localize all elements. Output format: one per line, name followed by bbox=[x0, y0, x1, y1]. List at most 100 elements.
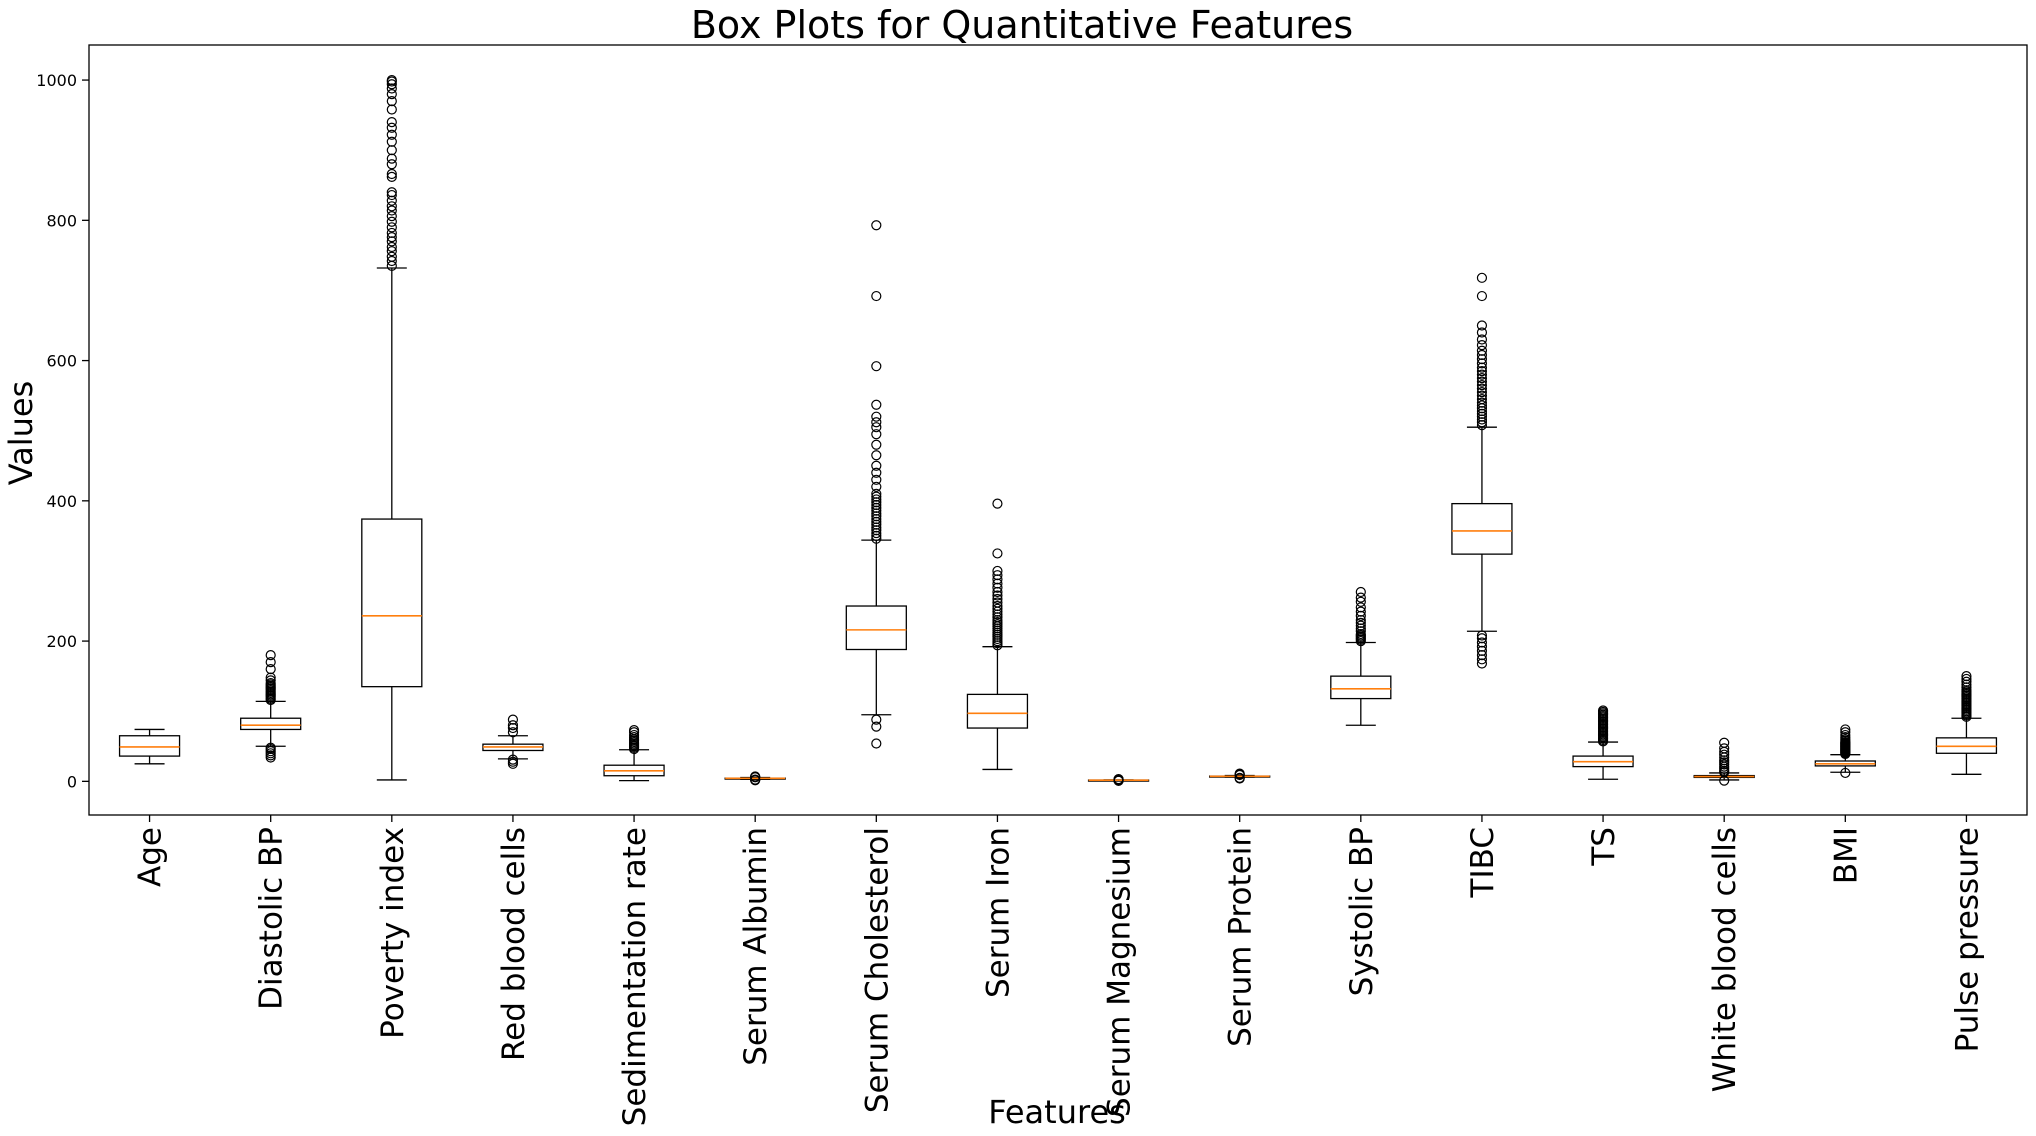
iqr-box bbox=[361, 518, 423, 688]
outlier-point bbox=[871, 399, 882, 410]
outlier-point bbox=[386, 189, 397, 201]
outlier-point bbox=[386, 255, 397, 267]
outlier-point bbox=[386, 241, 397, 253]
iqr-box bbox=[240, 717, 302, 731]
outlier-point bbox=[386, 136, 397, 147]
box-group: Red blood cells bbox=[482, 714, 544, 1061]
y-tick-label: 1000 bbox=[36, 71, 77, 90]
outlier-point bbox=[1961, 671, 1972, 682]
outlier-point bbox=[386, 246, 397, 257]
chart-title: Box Plots for Quantitative Features bbox=[691, 3, 1353, 47]
outlier-point bbox=[992, 593, 1003, 605]
outlier-point bbox=[386, 232, 397, 243]
plot-area: 0 200 400 600 800 1000 Age Diastolic BP Poverty … bbox=[36, 71, 1998, 1126]
outlier-point bbox=[1234, 768, 1245, 779]
outlier-point bbox=[1840, 724, 1851, 735]
outlier-point bbox=[386, 79, 397, 90]
outlier-point bbox=[1476, 397, 1488, 408]
y-tick-label: 200 bbox=[46, 632, 77, 651]
outlier-point bbox=[1719, 743, 1730, 754]
x-tick-label: Serum Protein bbox=[1223, 827, 1259, 1047]
outlier-point bbox=[1840, 767, 1851, 779]
outlier-point bbox=[1476, 383, 1488, 394]
outlier-point bbox=[1355, 602, 1366, 613]
outlier-point bbox=[871, 738, 882, 749]
outlier-point bbox=[386, 88, 397, 100]
outlier-point bbox=[992, 597, 1003, 608]
outlier-point bbox=[507, 754, 519, 765]
outlier-point bbox=[1476, 369, 1488, 380]
outlier-point bbox=[1113, 773, 1124, 785]
outlier-point bbox=[1355, 617, 1366, 628]
x-tick-label: White blood cells bbox=[1707, 827, 1743, 1092]
outlier-point bbox=[265, 657, 276, 668]
iqr-box bbox=[118, 735, 181, 757]
outlier-point bbox=[871, 417, 882, 428]
outlier-point bbox=[871, 429, 882, 440]
outlier-point bbox=[1476, 380, 1488, 391]
x-tick-label: Serum Magnesium bbox=[1102, 827, 1138, 1117]
outlier-point bbox=[871, 220, 882, 231]
outlier-point bbox=[871, 422, 882, 433]
x-tick-label: Serum Iron bbox=[980, 827, 1016, 998]
outlier-point bbox=[1476, 633, 1488, 644]
box-group: Age bbox=[118, 728, 181, 887]
box-group: Serum Cholesterol bbox=[845, 220, 907, 1113]
box-group: Poverty index bbox=[361, 74, 423, 1039]
outlier-point bbox=[386, 96, 397, 107]
x-tick-label: Poverty index bbox=[375, 827, 411, 1039]
outlier-point bbox=[628, 729, 640, 741]
y-tick-label: 400 bbox=[46, 492, 77, 511]
outlier-point bbox=[1476, 345, 1488, 356]
outlier-point bbox=[1476, 630, 1488, 641]
outlier-point bbox=[1476, 373, 1488, 384]
outlier-point bbox=[1840, 727, 1851, 738]
outlier-point bbox=[871, 721, 882, 732]
outlier-point bbox=[1476, 290, 1488, 302]
outlier-point bbox=[386, 227, 397, 239]
outlier-point bbox=[1476, 320, 1488, 331]
x-tick-label: Age bbox=[133, 827, 169, 887]
outlier-point bbox=[1234, 772, 1245, 783]
outlier-point bbox=[507, 720, 519, 731]
box-group: Serum Magnesium bbox=[1087, 773, 1150, 1117]
outlier-point bbox=[386, 187, 397, 198]
x-tick-label: TS bbox=[1586, 827, 1622, 867]
box-group: Serum Protein bbox=[1209, 768, 1271, 1047]
outlier-point bbox=[1476, 327, 1488, 338]
outlier-point bbox=[1476, 390, 1488, 401]
outlier-point bbox=[992, 498, 1003, 509]
outlier-point bbox=[386, 129, 397, 140]
x-tick-label: Systolic BP bbox=[1344, 827, 1380, 996]
outlier-point bbox=[1355, 592, 1366, 603]
outlier-point bbox=[386, 201, 397, 212]
outlier-point bbox=[1840, 729, 1851, 741]
outlier-point bbox=[386, 171, 397, 182]
outlier-point bbox=[992, 565, 1003, 577]
outlier-point bbox=[386, 222, 397, 233]
outlier-point bbox=[1476, 387, 1488, 398]
box-group: TIBC bbox=[1451, 272, 1513, 898]
x-tick-label: Red blood cells bbox=[496, 827, 532, 1061]
outlier-point bbox=[992, 600, 1003, 612]
outlier-point bbox=[1961, 673, 1972, 685]
outlier-point bbox=[1719, 737, 1730, 748]
outlier-point bbox=[1355, 620, 1366, 631]
box-group: Diastolic BP bbox=[240, 650, 302, 1010]
outlier-point bbox=[265, 650, 276, 661]
outlier-point bbox=[265, 675, 276, 686]
y-tick-label: 800 bbox=[46, 211, 77, 230]
outlier-point bbox=[1476, 349, 1488, 361]
outlier-point bbox=[386, 251, 397, 262]
outlier-point bbox=[386, 168, 397, 180]
iqr-box bbox=[966, 693, 1029, 729]
box-group: Systolic BP bbox=[1330, 586, 1392, 996]
x-tick-label: Pulse pressure bbox=[1949, 827, 1985, 1052]
outlier-point bbox=[1476, 400, 1488, 411]
outlier-point bbox=[871, 481, 882, 492]
y-tick-label: 600 bbox=[46, 352, 77, 371]
outlier-point bbox=[386, 211, 397, 222]
box-group: Sedimentation rate bbox=[603, 725, 665, 1126]
outlier-point bbox=[1476, 376, 1488, 387]
